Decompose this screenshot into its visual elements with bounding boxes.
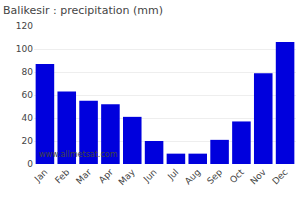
svg-text:Oct: Oct (228, 167, 246, 185)
svg-text:0: 0 (27, 159, 33, 169)
svg-text:Sep: Sep (205, 167, 224, 186)
svg-text:120: 120 (16, 21, 33, 31)
svg-text:Jul: Jul (165, 167, 180, 182)
svg-text:Nov: Nov (248, 167, 268, 187)
svg-text:40: 40 (22, 113, 34, 123)
svg-text:www.allmetsat.com: www.allmetsat.com (39, 150, 118, 159)
svg-text:Apr: Apr (97, 167, 115, 185)
svg-text:60: 60 (22, 90, 34, 100)
svg-text:Jun: Jun (141, 167, 159, 185)
svg-text:100: 100 (16, 44, 33, 54)
svg-text:Mar: Mar (74, 167, 93, 186)
svg-text:Feb: Feb (53, 167, 72, 186)
svg-text:Aug: Aug (183, 167, 203, 187)
svg-text:20: 20 (22, 136, 34, 146)
svg-text:Jan: Jan (32, 167, 50, 185)
svg-text:May: May (117, 167, 138, 188)
svg-text:Balikesir : precipitation (mm): Balikesir : precipitation (mm) (3, 4, 163, 17)
svg-text:80: 80 (22, 67, 34, 77)
svg-text:Dec: Dec (270, 167, 289, 186)
